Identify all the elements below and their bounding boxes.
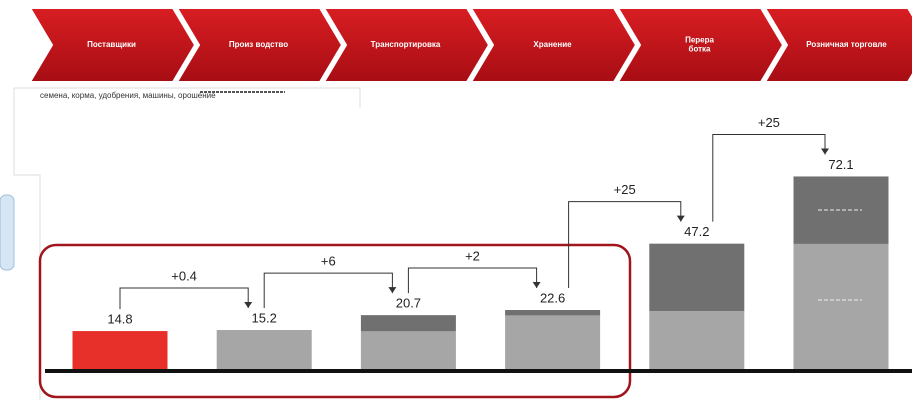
connector xyxy=(263,272,393,308)
chevron xyxy=(763,7,912,83)
increment-label: +6 xyxy=(321,254,336,269)
arrow-head xyxy=(676,215,685,222)
side-tab xyxy=(0,194,15,271)
total-label: 14.8 xyxy=(107,312,132,327)
chevron xyxy=(469,7,638,83)
bar-segment xyxy=(649,243,745,312)
arrow-head xyxy=(388,287,397,294)
increment-label: +0.4 xyxy=(171,268,197,283)
connector xyxy=(712,133,826,222)
total-label: 72.1 xyxy=(828,157,853,172)
total-label: 22.6 xyxy=(540,290,565,305)
increment-label: +25 xyxy=(758,115,780,130)
arrow-head xyxy=(532,282,541,289)
stage-label-line: ботка xyxy=(689,45,712,54)
connector xyxy=(568,201,682,289)
chevron xyxy=(175,7,344,83)
chevron xyxy=(28,7,197,83)
total-label: 20.7 xyxy=(396,296,421,311)
chevron xyxy=(616,7,785,83)
total-label: 47.2 xyxy=(684,224,709,239)
stage-label-line: Перера xyxy=(685,36,714,45)
connector xyxy=(119,287,249,310)
arrow-head xyxy=(821,148,829,155)
stage-label: Произ водство xyxy=(229,40,288,49)
stage-label: Розничная торговле xyxy=(806,40,887,49)
stage-label: Хранение xyxy=(533,40,572,49)
bar-segment xyxy=(216,329,312,371)
total-label: 15.2 xyxy=(252,310,277,325)
stage-label: Поставщики xyxy=(87,40,136,49)
note: семена, корма, удобрения, машины, орошен… xyxy=(40,91,216,100)
bar-segment xyxy=(793,176,889,244)
bar-segment xyxy=(360,331,456,371)
connector xyxy=(407,267,538,294)
stage-label: Транспортировка xyxy=(371,40,441,49)
stage-label: Перера ботка xyxy=(685,36,714,54)
increment-label: +2 xyxy=(465,248,480,263)
arrow-head xyxy=(244,301,253,308)
highlight-frame xyxy=(38,243,632,399)
bar-segment xyxy=(649,311,745,371)
bar-segment xyxy=(360,315,456,332)
bar-segment xyxy=(72,331,168,371)
chevron xyxy=(322,7,491,83)
increment-label: +25 xyxy=(614,182,636,197)
bar-segment xyxy=(505,315,601,371)
bar-segment xyxy=(793,243,889,371)
bar-segment xyxy=(505,310,601,316)
